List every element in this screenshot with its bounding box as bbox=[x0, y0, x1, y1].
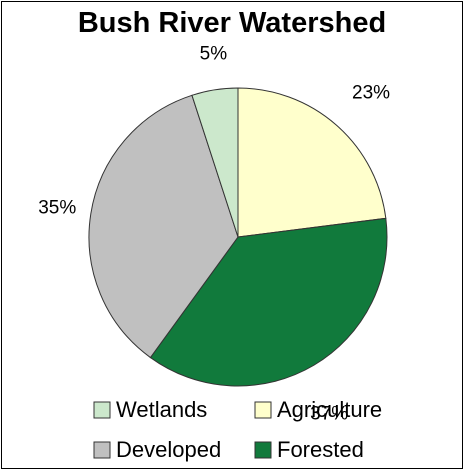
legend: Wetlands Agriculture Developed Forested bbox=[93, 397, 382, 462]
slice-label-forested: 37% bbox=[310, 404, 348, 425]
legend-swatch-forested bbox=[254, 441, 272, 459]
chart-title: Bush River Watershed bbox=[77, 7, 387, 39]
legend-label-developed: Developed bbox=[116, 437, 221, 462]
pie-slice-developed bbox=[88, 94, 239, 359]
pie-slice-agriculture bbox=[237, 87, 387, 238]
pie-slice-wetlands bbox=[191, 87, 239, 238]
legend-swatch-developed bbox=[93, 441, 111, 459]
slice-label-wetlands: 5% bbox=[200, 43, 228, 64]
pie-slice-forested bbox=[149, 217, 388, 387]
legend-label-agriculture: Agriculture bbox=[277, 397, 382, 422]
legend-label-wetlands: Wetlands bbox=[116, 397, 207, 422]
pie-labels: 23% 37% 35% 5% bbox=[38, 43, 390, 424]
slice-label-developed: 35% bbox=[38, 197, 76, 218]
legend-swatch-wetlands bbox=[93, 401, 111, 419]
legend-label-forested: Forested bbox=[277, 437, 364, 462]
slice-label-agriculture: 23% bbox=[352, 83, 390, 104]
pie-slices bbox=[88, 87, 388, 387]
legend-swatch-agriculture bbox=[254, 401, 272, 419]
